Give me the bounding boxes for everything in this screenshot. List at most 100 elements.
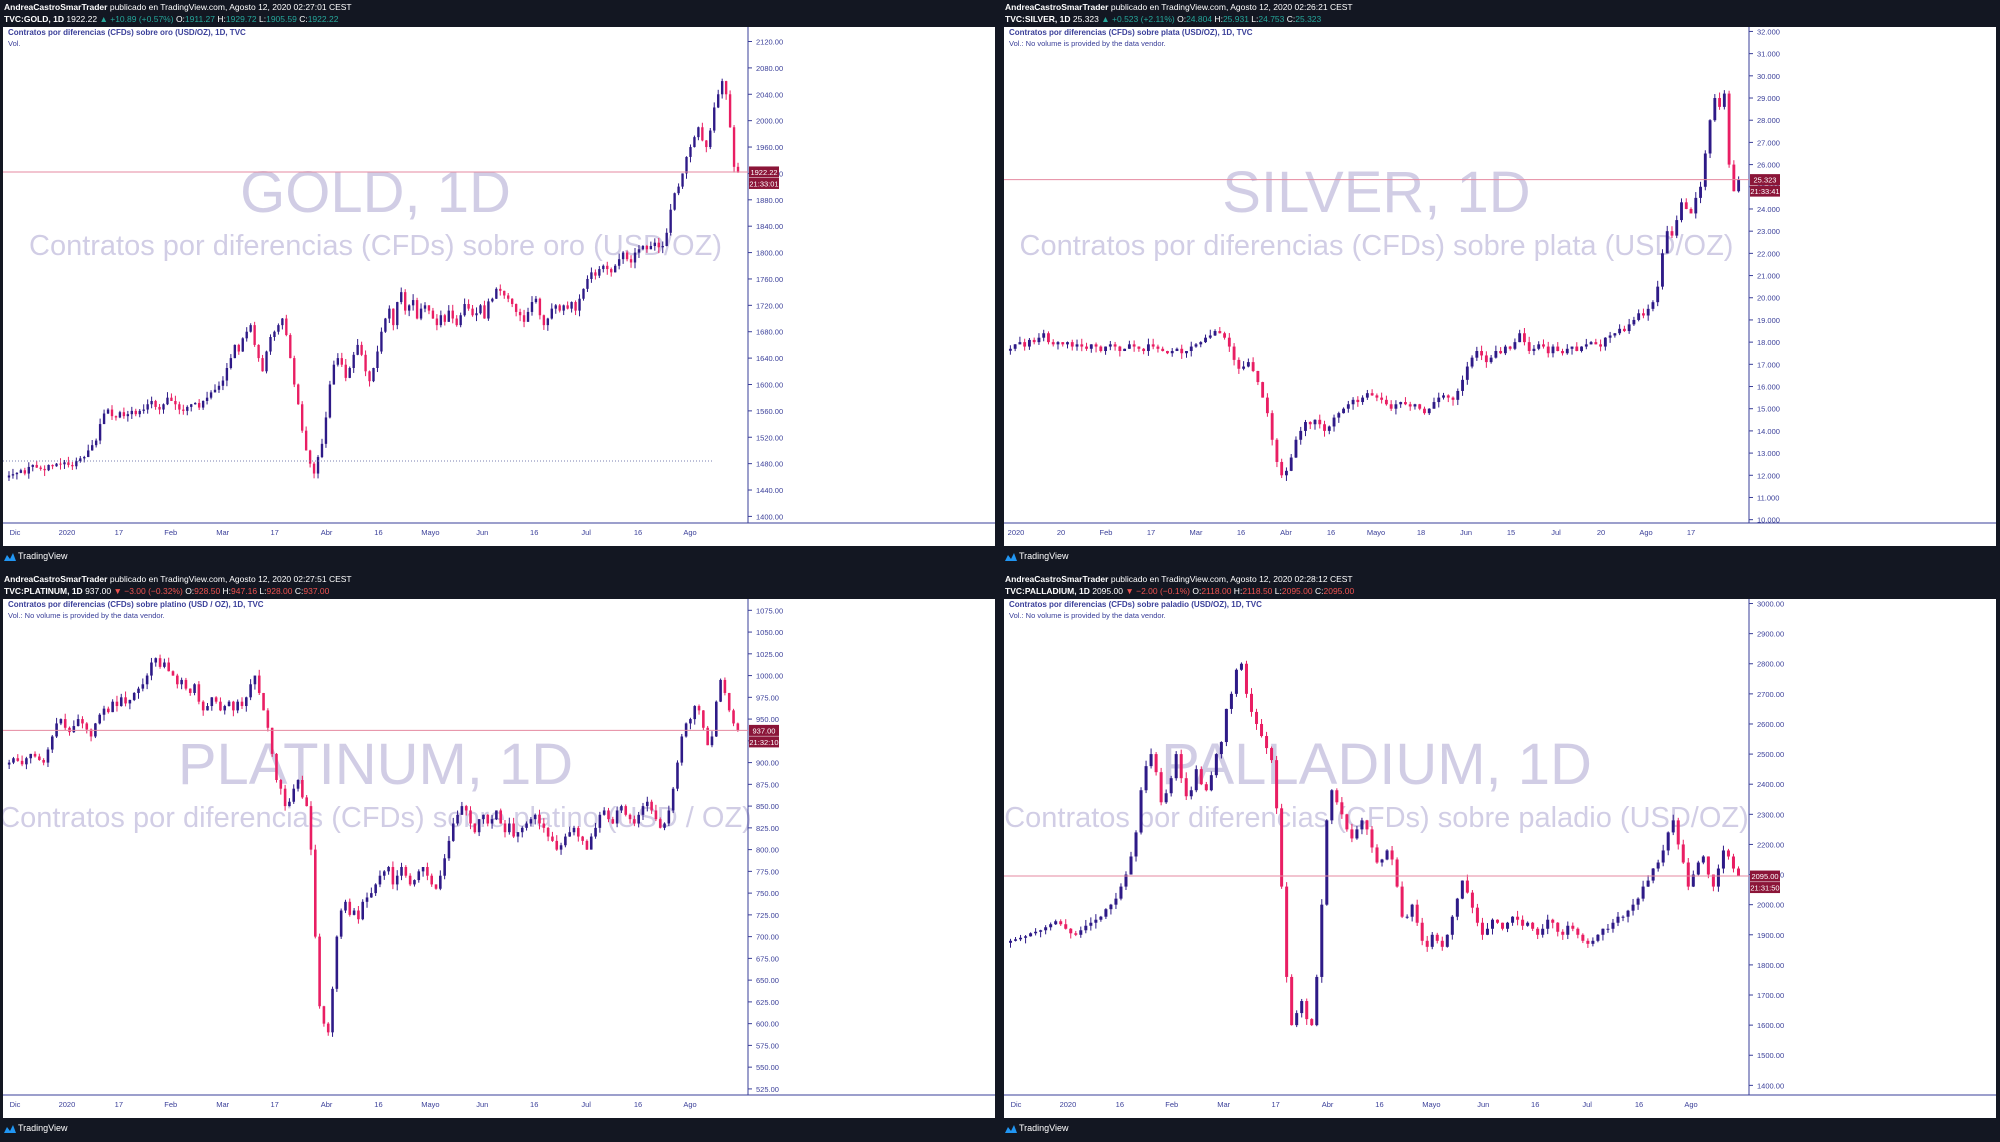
candle (689, 144, 692, 163)
candle (296, 779, 300, 792)
candle (114, 415, 118, 421)
candle (713, 102, 716, 133)
candle (269, 334, 272, 355)
x-tick-label: 16 (374, 528, 382, 537)
tradingview-footer[interactable]: TradingView (4, 551, 68, 565)
author-name[interactable]: AndreaCastroSmarTrader (1005, 574, 1109, 584)
candle (1384, 395, 1388, 406)
tradingview-footer[interactable]: TradingView (4, 1123, 68, 1137)
candle (29, 753, 33, 764)
candle (533, 813, 537, 825)
candle (35, 460, 38, 468)
candle (236, 699, 239, 714)
candle (1521, 915, 1525, 930)
candle (163, 658, 166, 669)
candle (551, 831, 554, 842)
x-tick-label: Mar (216, 1100, 229, 1109)
candle (507, 293, 510, 303)
candle (463, 298, 466, 317)
candle (435, 314, 439, 331)
candle (376, 345, 379, 373)
tradingview-footer[interactable]: TradingView (1005, 1123, 1069, 1137)
y-tick-label: 22.000 (1757, 249, 1780, 258)
y-axis[interactable]: 2120.002080.002040.002000.001960.001920.… (748, 38, 783, 522)
candle (1229, 691, 1233, 714)
candle (270, 727, 274, 757)
candle (629, 255, 633, 268)
candlestick-chart[interactable]: GOLD, 1D Contratos por diferencias (CFDs)… (3, 27, 995, 546)
candle (451, 304, 454, 324)
countdown-text: 21:33:01 (749, 179, 778, 188)
candle (1716, 864, 1720, 892)
chart-area[interactable]: SILVER, 1D Contratos por diferencias (CFD… (1004, 27, 1996, 546)
author-name[interactable]: AndreaCastroSmarTrader (1005, 2, 1109, 12)
candle (1189, 341, 1193, 357)
x-axis[interactable]: 2020 20 Feb 17 Mar 16 Abr 16 Mayo 18 Jun 15 Jul 20 Ago… (1008, 528, 1696, 537)
chart-area[interactable]: PALLADIUM, 1D Contratos por diferencias (… (1004, 599, 1996, 1118)
candle (1446, 394, 1450, 403)
candle (273, 330, 276, 341)
x-tick-label: Dic (1011, 1100, 1022, 1109)
candle (1308, 421, 1312, 430)
author-name[interactable]: AndreaCastroSmarTrader (4, 574, 108, 584)
candle (661, 241, 664, 254)
candle (364, 350, 367, 377)
candle (348, 366, 351, 379)
x-tick-label: 17 (1271, 1100, 1279, 1109)
x-tick-label: Feb (164, 528, 177, 537)
candle (289, 333, 292, 359)
candle (1304, 419, 1307, 437)
x-axis[interactable]: Dic 2020 17 Feb Mar 17 Abr 16 Mayo Jun 16 Jul 16 Ago (10, 528, 697, 537)
candle (628, 813, 632, 824)
candle (1631, 898, 1635, 916)
chart-header: AndreaCastroSmarTrader publicado en Trad… (4, 574, 352, 596)
candle (1480, 345, 1484, 361)
x-tick-label: Abr (1322, 1100, 1334, 1109)
candlestick-chart[interactable]: PALLADIUM, 1D Contratos por diferencias (… (1004, 599, 1996, 1118)
candle (1174, 751, 1178, 781)
candle (352, 908, 356, 916)
candle (447, 836, 451, 861)
candle (339, 908, 343, 939)
candle (451, 817, 455, 842)
tradingview-footer[interactable]: TradingView (1005, 551, 1069, 565)
y-axis[interactable]: 3000.00 2900.00 2800.00 2700.00 2600.00 2500.… (1749, 600, 1784, 1091)
y-axis[interactable]: 1075.00 1050.00 1025.00 1000.00 975.00 950.00… (748, 606, 783, 1094)
price-change: ▼ −3.00 (−0.32%) (113, 586, 183, 596)
candlestick-chart[interactable]: PLATINUM, 1D Contratos por diferencias (C… (3, 599, 995, 1118)
candle (1113, 341, 1117, 351)
y-tick-label: 625.00 (756, 998, 779, 1007)
candle (171, 670, 175, 676)
last-price-text: 1922.22 (750, 168, 777, 177)
candle (209, 390, 213, 400)
candlestick-chart[interactable]: SILVER, 1D Contratos por diferencias (CFD… (1004, 27, 1996, 546)
candle (7, 759, 11, 769)
candle (23, 467, 27, 476)
candle (118, 410, 122, 419)
chart-area[interactable]: GOLD, 1D Contratos por diferencias (CFDs)… (3, 27, 995, 546)
chart-area[interactable]: PLATINUM, 1D Contratos por diferencias (C… (3, 599, 995, 1118)
x-tick-label: Ago (1639, 528, 1652, 537)
x-tick-label: Dic (10, 528, 21, 537)
y-tick-label: 1800.00 (756, 249, 783, 258)
candle (253, 675, 257, 690)
candle (1696, 860, 1700, 876)
watermark-subtitle: Contratos por diferencias (CFDs) sobre p… (1020, 230, 1734, 262)
candle (633, 815, 636, 827)
candle (1244, 660, 1248, 698)
candle (530, 296, 534, 316)
x-tick-label: 16 (1635, 1100, 1643, 1109)
candle (1318, 414, 1322, 429)
x-axis[interactable]: Dic 2020 16 Feb Mar 17 Abr 16 Mayo Jun 16 Jul 16 Ago (1011, 1100, 1698, 1109)
x-tick-label: 16 (374, 1100, 382, 1109)
candle (219, 697, 222, 712)
x-axis[interactable]: Dic 2020 17 Feb Mar 17 Abr 16 Mayo Jun 16 Jul 16 Ago (10, 1100, 697, 1109)
author-name[interactable]: AndreaCastroSmarTrader (4, 2, 108, 12)
candle (1536, 927, 1540, 940)
y-tick-label: 575.00 (756, 1041, 779, 1050)
candle (43, 465, 46, 477)
candle (724, 80, 728, 100)
y-axis[interactable]: 32.000 31.000 30.000 29.000 28.000 27.000 26.0… (1749, 27, 1780, 525)
high-value: 1929.72 (225, 14, 257, 24)
y-tick-label: 18.000 (1757, 338, 1780, 347)
